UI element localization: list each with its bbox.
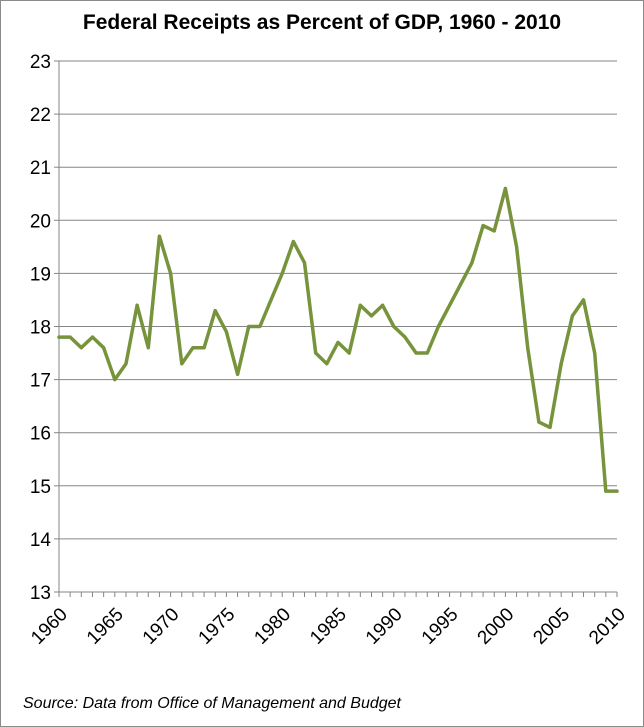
data-point [403,335,407,339]
data-point [481,224,485,228]
data-point [280,271,284,275]
data-point [302,261,307,265]
y-tick-label: 20 [30,211,51,232]
y-tick-label: 22 [30,105,51,126]
data-point [448,303,452,307]
data-point [537,420,541,424]
data-point [325,362,329,366]
data-point [470,261,474,265]
data-point [436,324,441,329]
data-point [492,229,496,233]
y-tick-label: 18 [30,318,51,339]
data-point [113,378,117,382]
data-point [615,489,619,493]
data-point [157,234,162,238]
data-point [57,335,61,339]
data-point [526,346,530,350]
y-tick-label: 14 [30,530,52,551]
x-tick-label: 1960 [27,604,72,649]
data-point [425,351,429,355]
data-point [604,489,608,493]
data-point [135,303,139,307]
data-point [79,346,83,350]
source-note: Source: Data from Office of Management a… [23,695,401,712]
data-point [336,340,340,345]
data-point [392,324,396,329]
y-tick-label: 15 [30,477,51,498]
data-point [347,351,351,355]
data-point [90,335,95,339]
x-tick-label: 1985 [306,604,351,649]
y-tick-label: 19 [30,264,51,285]
data-point [202,346,206,350]
data-point [180,362,184,366]
data-point [358,303,362,307]
x-tick-label: 1965 [83,604,128,649]
x-tick-label: 1995 [418,604,463,649]
x-tick-label: 1980 [250,604,295,649]
y-tick-label: 21 [30,158,51,179]
data-point [381,303,385,307]
data-point [102,346,106,350]
data-point [503,186,507,191]
y-tick-label: 13 [30,583,51,604]
data-point [68,335,72,339]
x-tick-label: 1990 [362,604,407,649]
data-point [314,351,318,355]
data-point [291,239,295,244]
data-point [269,298,273,302]
y-tick-label: 16 [30,424,51,445]
y-tick-label: 23 [30,52,51,73]
data-point [235,372,240,376]
x-tick-label: 2000 [474,604,519,649]
data-point [169,271,173,275]
data-point [559,362,563,366]
chart-title: Federal Receipts as Percent of GDP, 1960… [82,11,562,34]
x-tick-label: 1975 [195,604,240,649]
data-point [414,351,418,355]
data-point [146,346,150,350]
data-point [514,245,519,249]
data-point [258,324,262,329]
data-point [191,346,195,350]
data-point [247,324,251,329]
data-point [593,351,597,355]
x-tick-label: 2010 [585,604,630,649]
y-tick-label: 17 [30,371,51,392]
x-tick-label: 1970 [139,604,184,649]
data-point [581,298,586,302]
data-point [369,314,374,318]
data-point [224,330,228,334]
data-line-series [57,186,619,493]
data-point [570,314,574,318]
data-point [213,308,217,313]
data-point [459,282,463,286]
data-point [124,362,128,366]
x-tick-label: 2005 [529,604,574,649]
data-point [548,425,552,429]
